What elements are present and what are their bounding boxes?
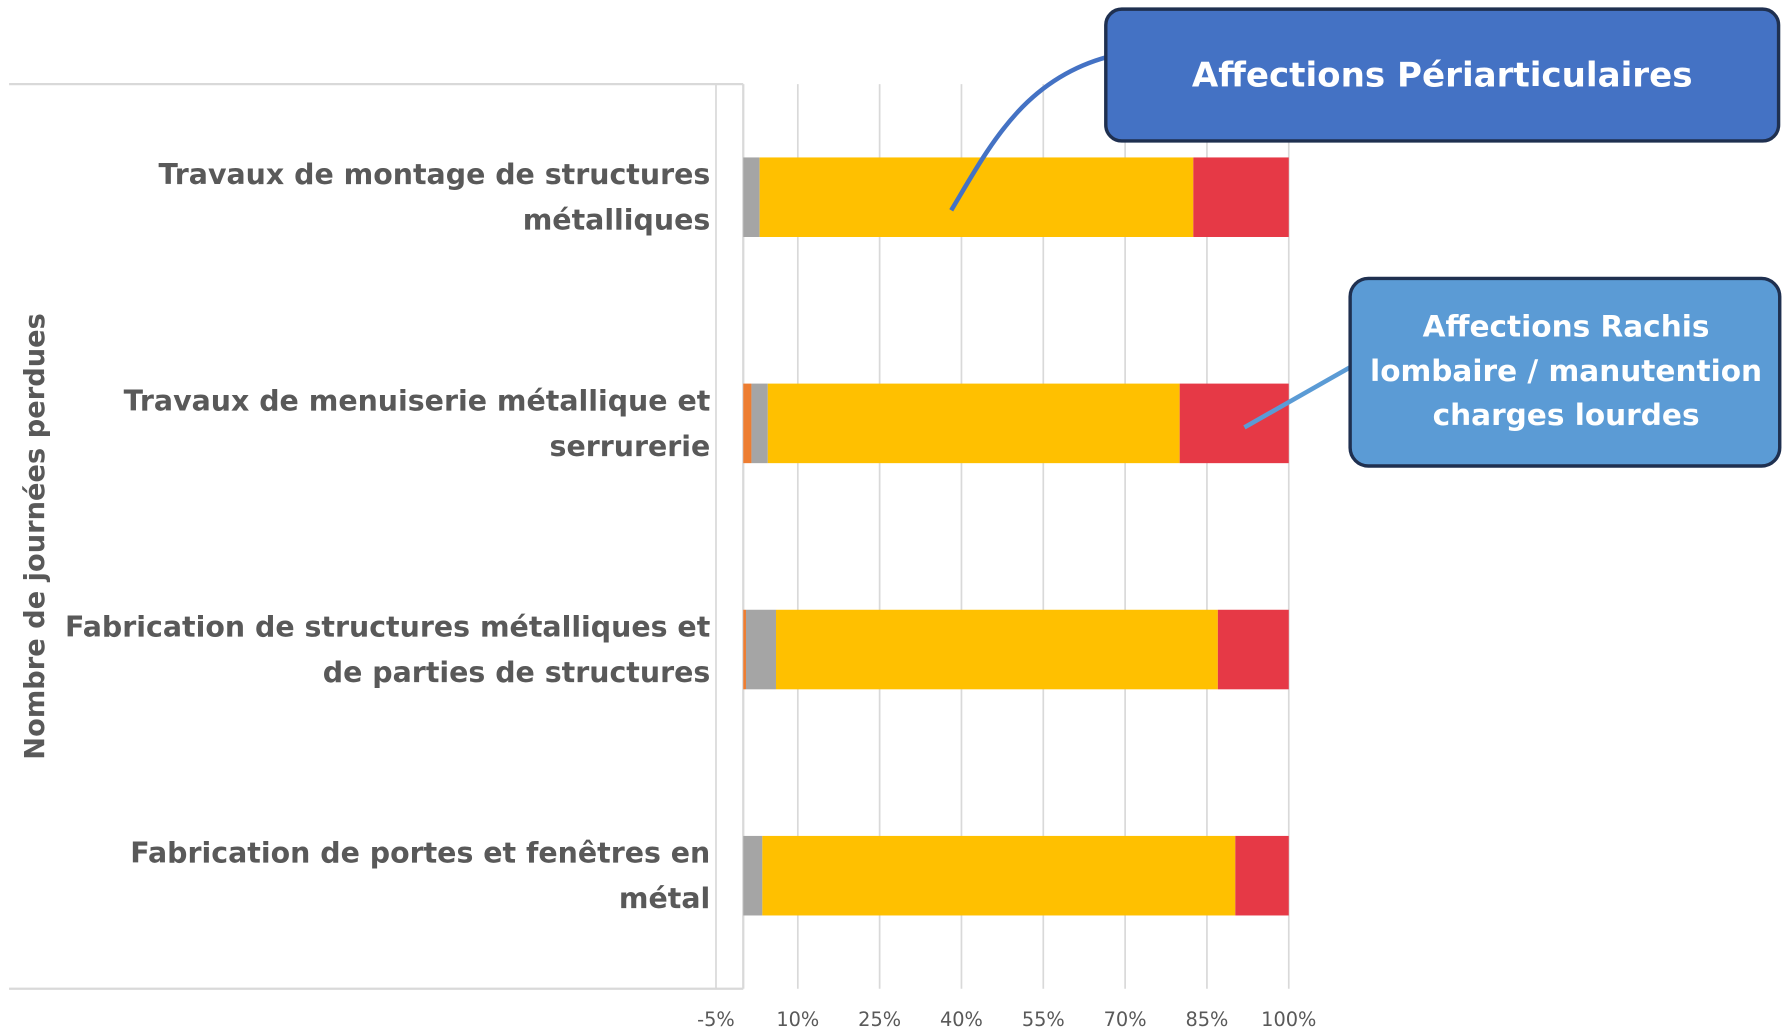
bar-segment [1217,609,1289,690]
callout-pointer [1243,364,1354,430]
bar-segment [745,609,776,690]
x-tick-label: 85% [1185,1008,1228,1031]
callout-text: Affections Périarticulaires [1191,55,1693,95]
category-label-box: Travaux de montage de structures métalli… [158,157,711,236]
bar-segment [1193,157,1289,237]
bar-segment [762,835,1236,916]
category-label: Fabrication de portes et fenêtres en mét… [130,835,711,915]
category-label: Travaux de menuiserie métallique et serr… [123,383,711,463]
bar-segment [743,609,746,690]
category-label: Travaux de montage de structures métalli… [158,157,711,236]
category-label-box: Fabrication de portes et fenêtres en mét… [130,835,711,915]
bar-segment [1179,383,1289,464]
x-tick-label: 100% [1261,1008,1316,1031]
bar-segment [1235,835,1289,916]
callout-pointer [949,54,1109,212]
x-tick-label: 40% [940,1008,983,1031]
bar-segment [751,383,768,464]
callout-text-box: Affections Rachis lombaire / manutention… [1370,310,1763,434]
y-axis-label: Nombre de journées perdues [20,313,51,760]
callout-box [1104,7,1781,143]
bar-segment [767,383,1180,464]
x-tick-label: -5% [697,1008,735,1031]
bar-segment [743,157,760,237]
bar-segment [743,835,763,916]
category-label: Fabrication de structures métalliques et… [65,609,711,689]
bar-segment [775,609,1218,690]
x-tick-label: 70% [1104,1008,1147,1031]
callout-box [1348,276,1782,468]
x-tick-label: 25% [858,1008,901,1031]
category-label-box: Fabrication de structures métalliques et… [65,609,711,689]
x-tick-label: 55% [1022,1008,1065,1031]
callout-text: Affections Rachis lombaire / manutention… [1370,310,1763,434]
bar-segment [743,383,752,464]
category-label-box: Travaux de menuiserie métallique et serr… [123,383,711,463]
callout-text-box: Affections Périarticulaires [1191,55,1693,95]
plot: -5% 10% 25% 40% 55% 70% 85% 100% Travaux de mont… [65,84,1316,1031]
x-tick-label: 10% [776,1008,819,1031]
